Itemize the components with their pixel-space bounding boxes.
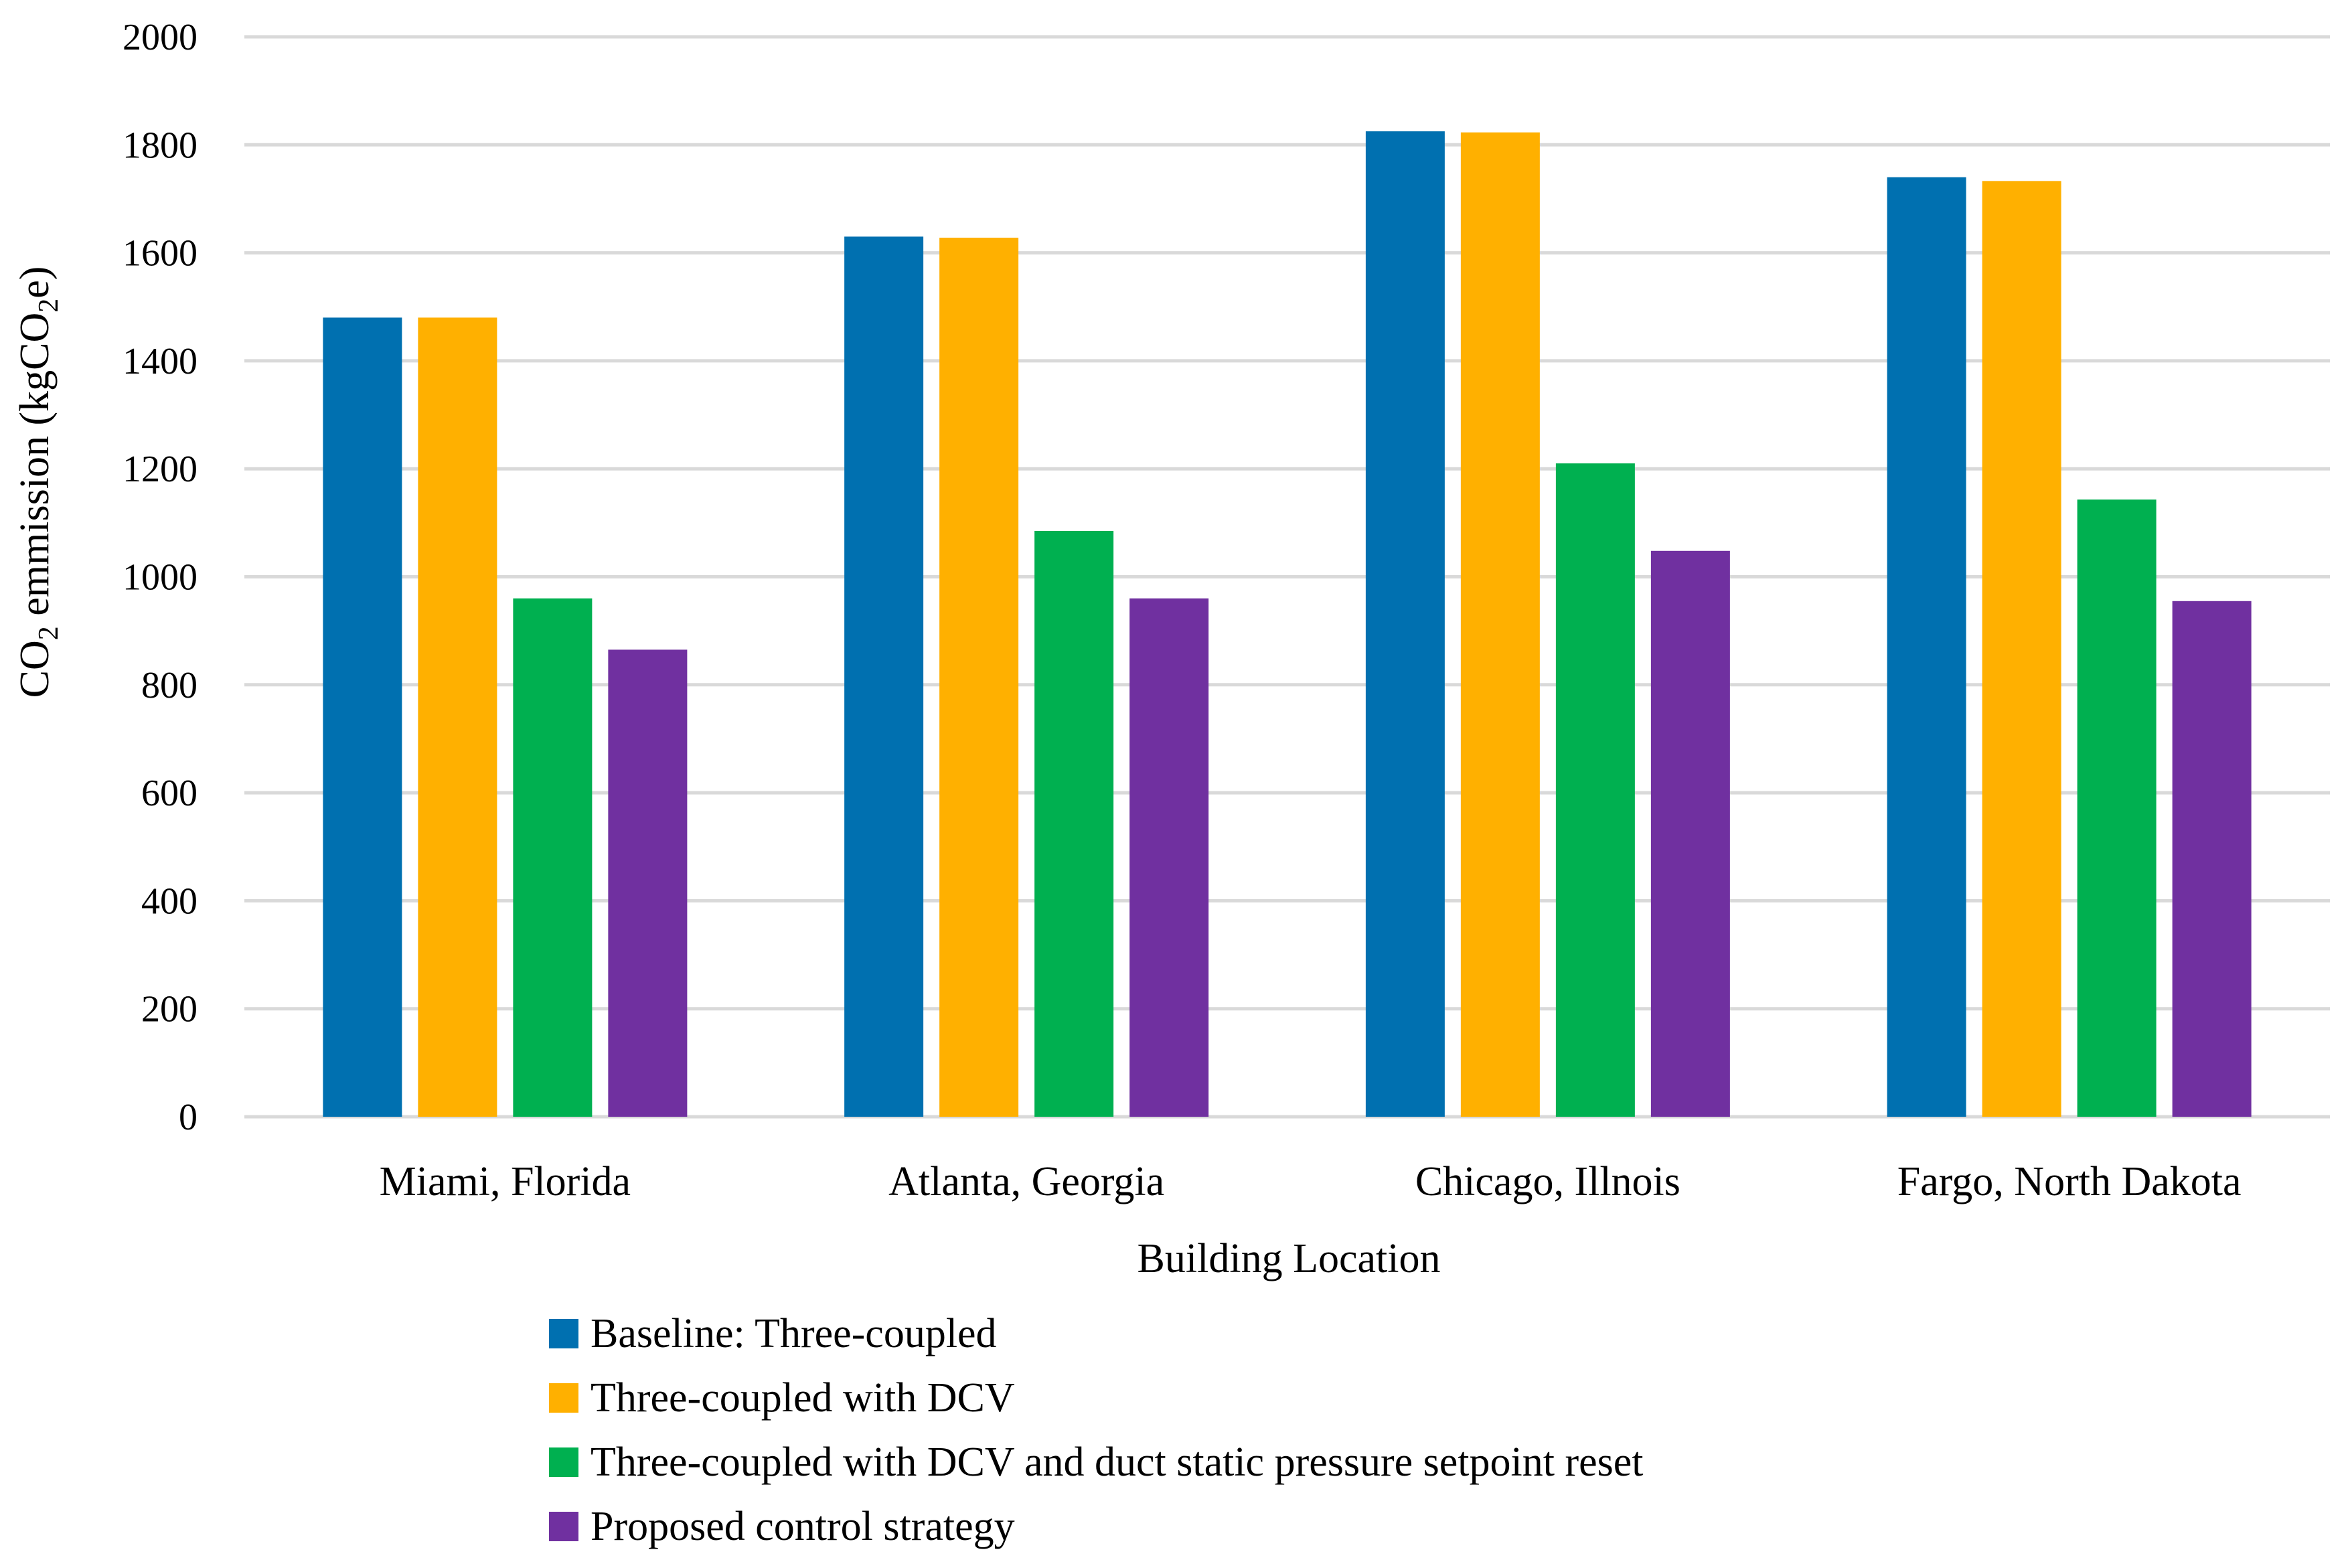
y-tick-label: 1000	[123, 557, 198, 599]
bar	[418, 317, 497, 1117]
bar	[1650, 550, 1730, 1117]
bar	[1460, 132, 1540, 1117]
y-label-subscript-1: 2	[33, 626, 64, 640]
bar	[608, 649, 688, 1117]
y-tick-label: 400	[141, 880, 198, 922]
legend: Baseline: Three-coupled Three-coupled wit…	[549, 1311, 1644, 1549]
y-tick-label: 0	[179, 1097, 198, 1138]
y-tick-label: 1400	[123, 341, 198, 382]
bar	[323, 317, 402, 1117]
x-axis-label: Building Location	[1138, 1236, 1441, 1281]
x-category-label: Atlanta, Georgia	[888, 1159, 1164, 1204]
y-tick-label: 2000	[123, 17, 198, 58]
y-tick-label: 1200	[123, 449, 198, 490]
y-label-subscript-2: 2	[33, 299, 64, 313]
x-category-label: Miami, Florida	[380, 1159, 631, 1204]
y-tick-label: 1800	[123, 125, 198, 166]
legend-label: Three-coupled with DCV	[591, 1375, 1015, 1421]
bar	[1034, 530, 1114, 1117]
y-axis-ticks: 0 200 400 600 800 1000 1200 1400 1600 1800 2000	[123, 17, 198, 1138]
bar	[939, 238, 1019, 1117]
bar	[1982, 181, 2061, 1117]
bar	[513, 598, 593, 1117]
bar	[844, 236, 924, 1117]
bar	[2172, 601, 2252, 1117]
legend-swatch	[549, 1447, 578, 1477]
legend-swatch	[549, 1319, 578, 1348]
y-label-suffix: e)	[12, 266, 58, 299]
bar	[1555, 463, 1635, 1117]
x-category-label: Fargo, North Dakota	[1897, 1159, 2242, 1204]
bar	[1129, 598, 1209, 1117]
y-tick-label: 600	[141, 773, 198, 814]
y-tick-label: 800	[141, 665, 198, 706]
legend-swatch	[549, 1383, 578, 1413]
y-tick-label: 200	[141, 989, 198, 1030]
y-label-middle: emmission (kgCO	[12, 313, 58, 626]
x-axis-categories: Miami, Florida Atlanta, Georgia Chicago, I…	[380, 1159, 2242, 1204]
y-axis-label: CO2 emmission (kgCO2e)	[12, 266, 64, 698]
y-label-prefix: CO	[12, 640, 58, 698]
x-category-label: Chicago, Illnois	[1415, 1159, 1680, 1204]
bar	[1887, 177, 1966, 1117]
legend-label: Proposed control strategy	[591, 1504, 1015, 1549]
y-tick-label: 1600	[123, 233, 198, 275]
legend-label: Baseline: Three-coupled	[591, 1311, 997, 1356]
bars	[323, 131, 2252, 1117]
legend-swatch	[549, 1512, 578, 1541]
bar	[1365, 131, 1445, 1117]
bar	[2077, 499, 2157, 1117]
legend-label: Three-coupled with DCV and duct static p…	[591, 1439, 1644, 1485]
